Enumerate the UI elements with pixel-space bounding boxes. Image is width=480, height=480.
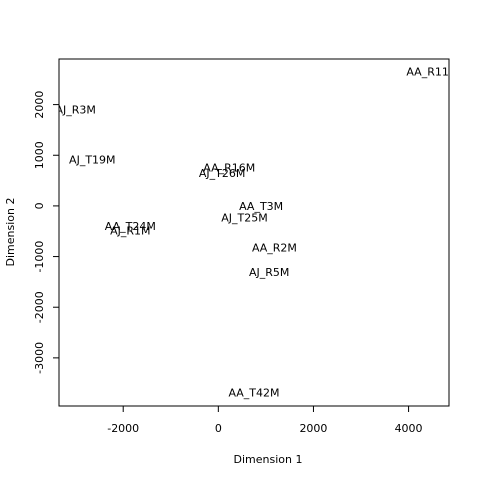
x-tick-label: 0 [215,422,222,435]
y-tick-label: -1000 [33,241,46,273]
point-label: AA_T24M [105,220,156,233]
y-tick-label: -2000 [33,291,46,323]
x-tick-label: 2000 [299,422,327,435]
y-axis-title: Dimension 2 [4,198,17,267]
point-label: AJ_R1M [110,225,150,238]
y-tick-label: 2000 [33,91,46,119]
point-label: AA_T3M [239,200,283,213]
x-axis-title: Dimension 1 [234,453,303,466]
point-label: AA_T42M [228,386,279,399]
point-label: AA_R16M [203,161,255,174]
point-label: AJ_T19M [69,153,115,166]
point-labels: AA_R11AJ_R3MAJ_T19MAA_R16MAJ_T26MAA_T3MA… [55,66,449,400]
x-tick-label: -2000 [107,422,139,435]
y-axis: -3000 -2000 -1000 0 1000 2000 [33,91,60,374]
point-label: AJ_R5M [249,266,289,279]
point-label: AA_R11 [406,66,449,79]
point-label: AJ_T25M [221,212,267,225]
point-label: AA_R2M [252,241,297,254]
y-tick-label: 0 [33,202,46,209]
point-label: AJ_T26M [199,167,245,180]
x-tick-label: 4000 [395,422,423,435]
y-tick-label: -3000 [33,342,46,374]
y-tick-label: 1000 [33,141,46,169]
point-label: AJ_R3M [55,104,95,117]
x-axis: -2000 0 2000 4000 [107,405,423,435]
